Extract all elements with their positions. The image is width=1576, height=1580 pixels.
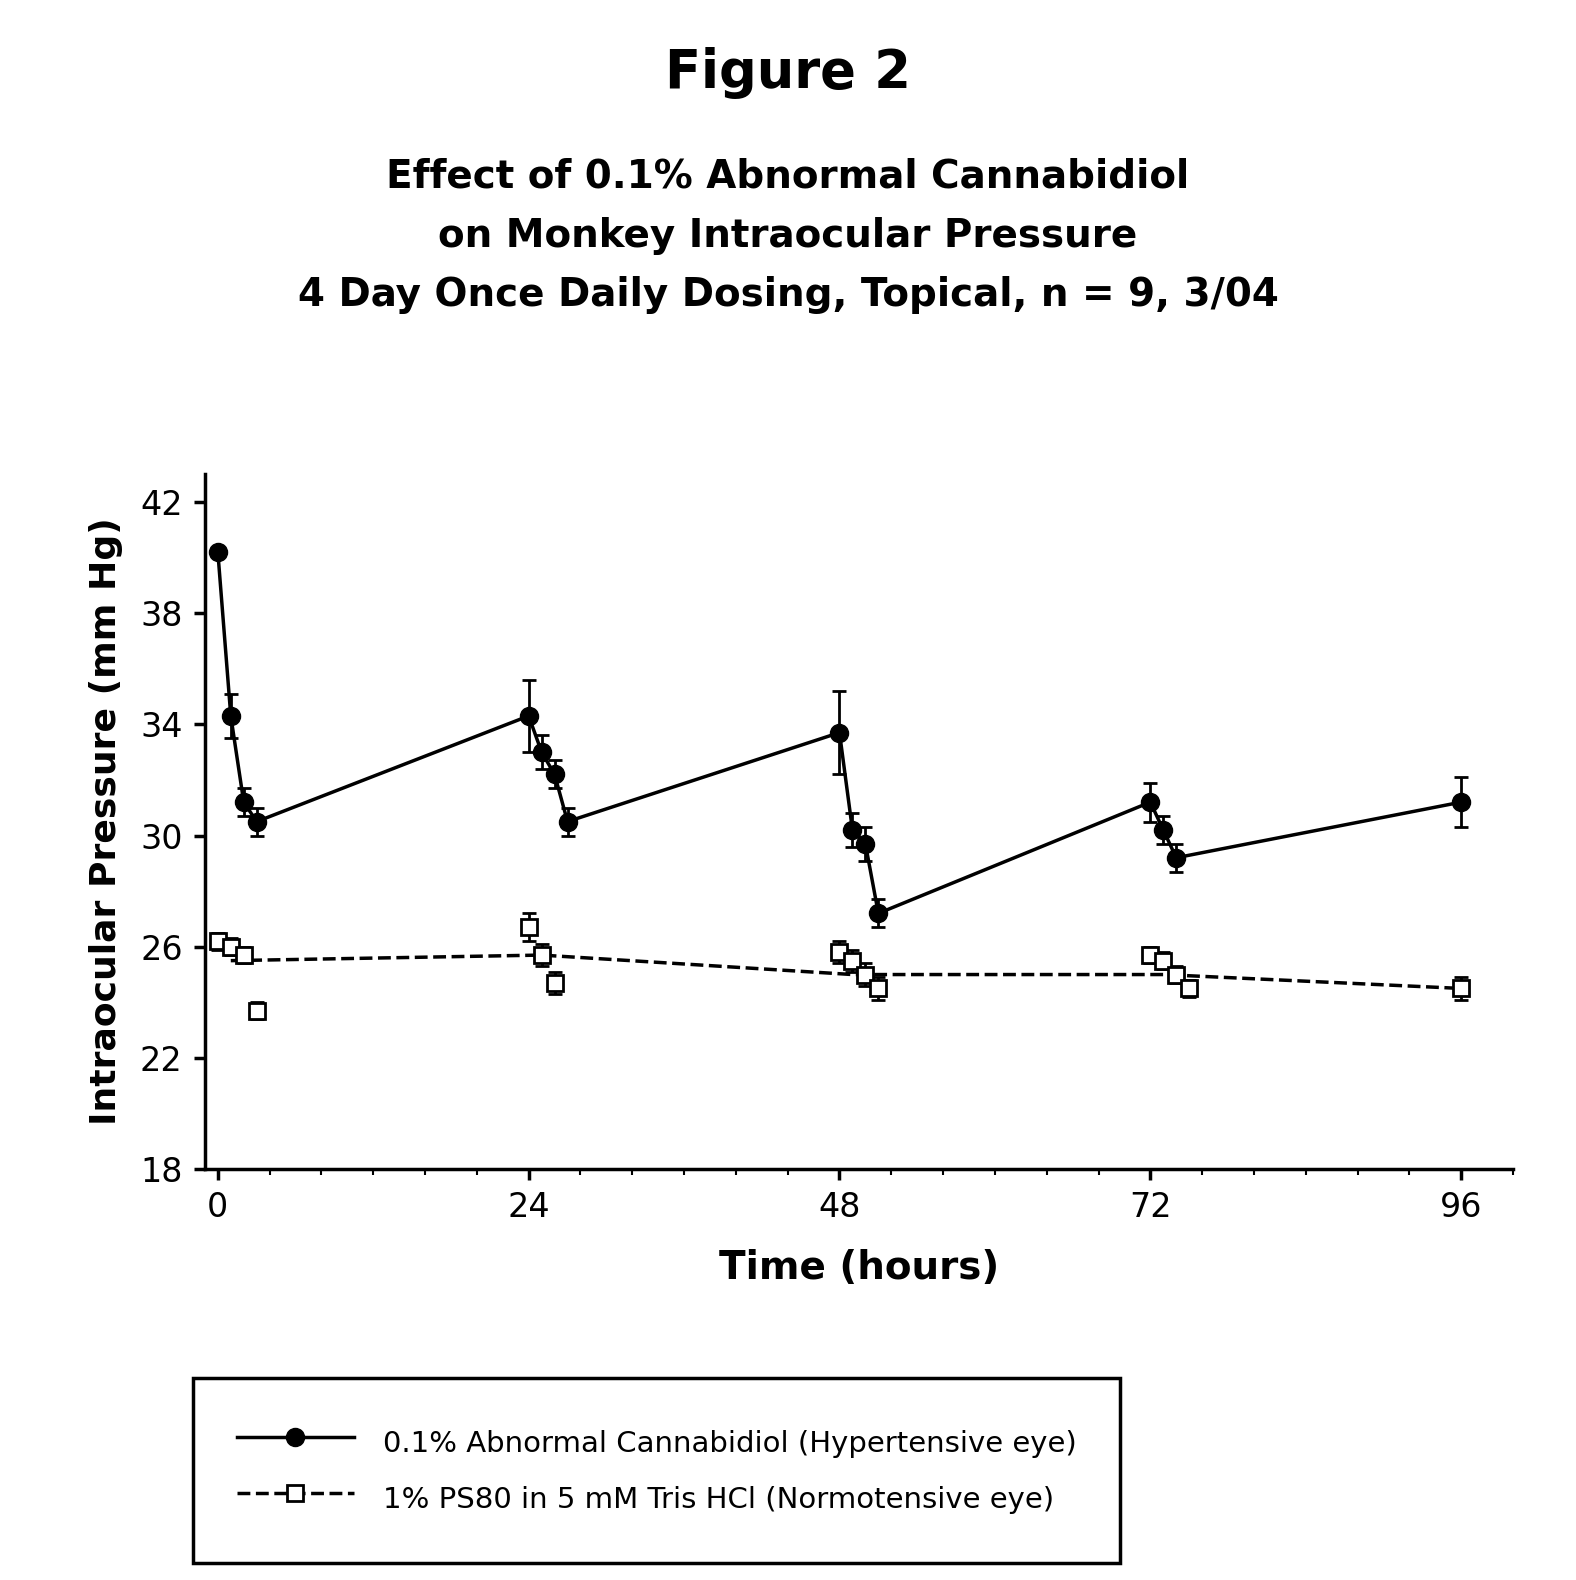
Y-axis label: Intraocular Pressure (mm Hg): Intraocular Pressure (mm Hg) — [90, 518, 123, 1125]
Text: Figure 2: Figure 2 — [665, 47, 911, 100]
X-axis label: Time (hours): Time (hours) — [719, 1250, 999, 1288]
Legend: 0.1% Abnormal Cannabidiol (Hypertensive eye), 1% PS80 in 5 mM Tris HCl (Normoten: 0.1% Abnormal Cannabidiol (Hypertensive … — [194, 1378, 1121, 1563]
Text: Effect of 0.1% Abnormal Cannabidiol
on Monkey Intraocular Pressure
4 Day Once Da: Effect of 0.1% Abnormal Cannabidiol on M… — [298, 158, 1278, 314]
